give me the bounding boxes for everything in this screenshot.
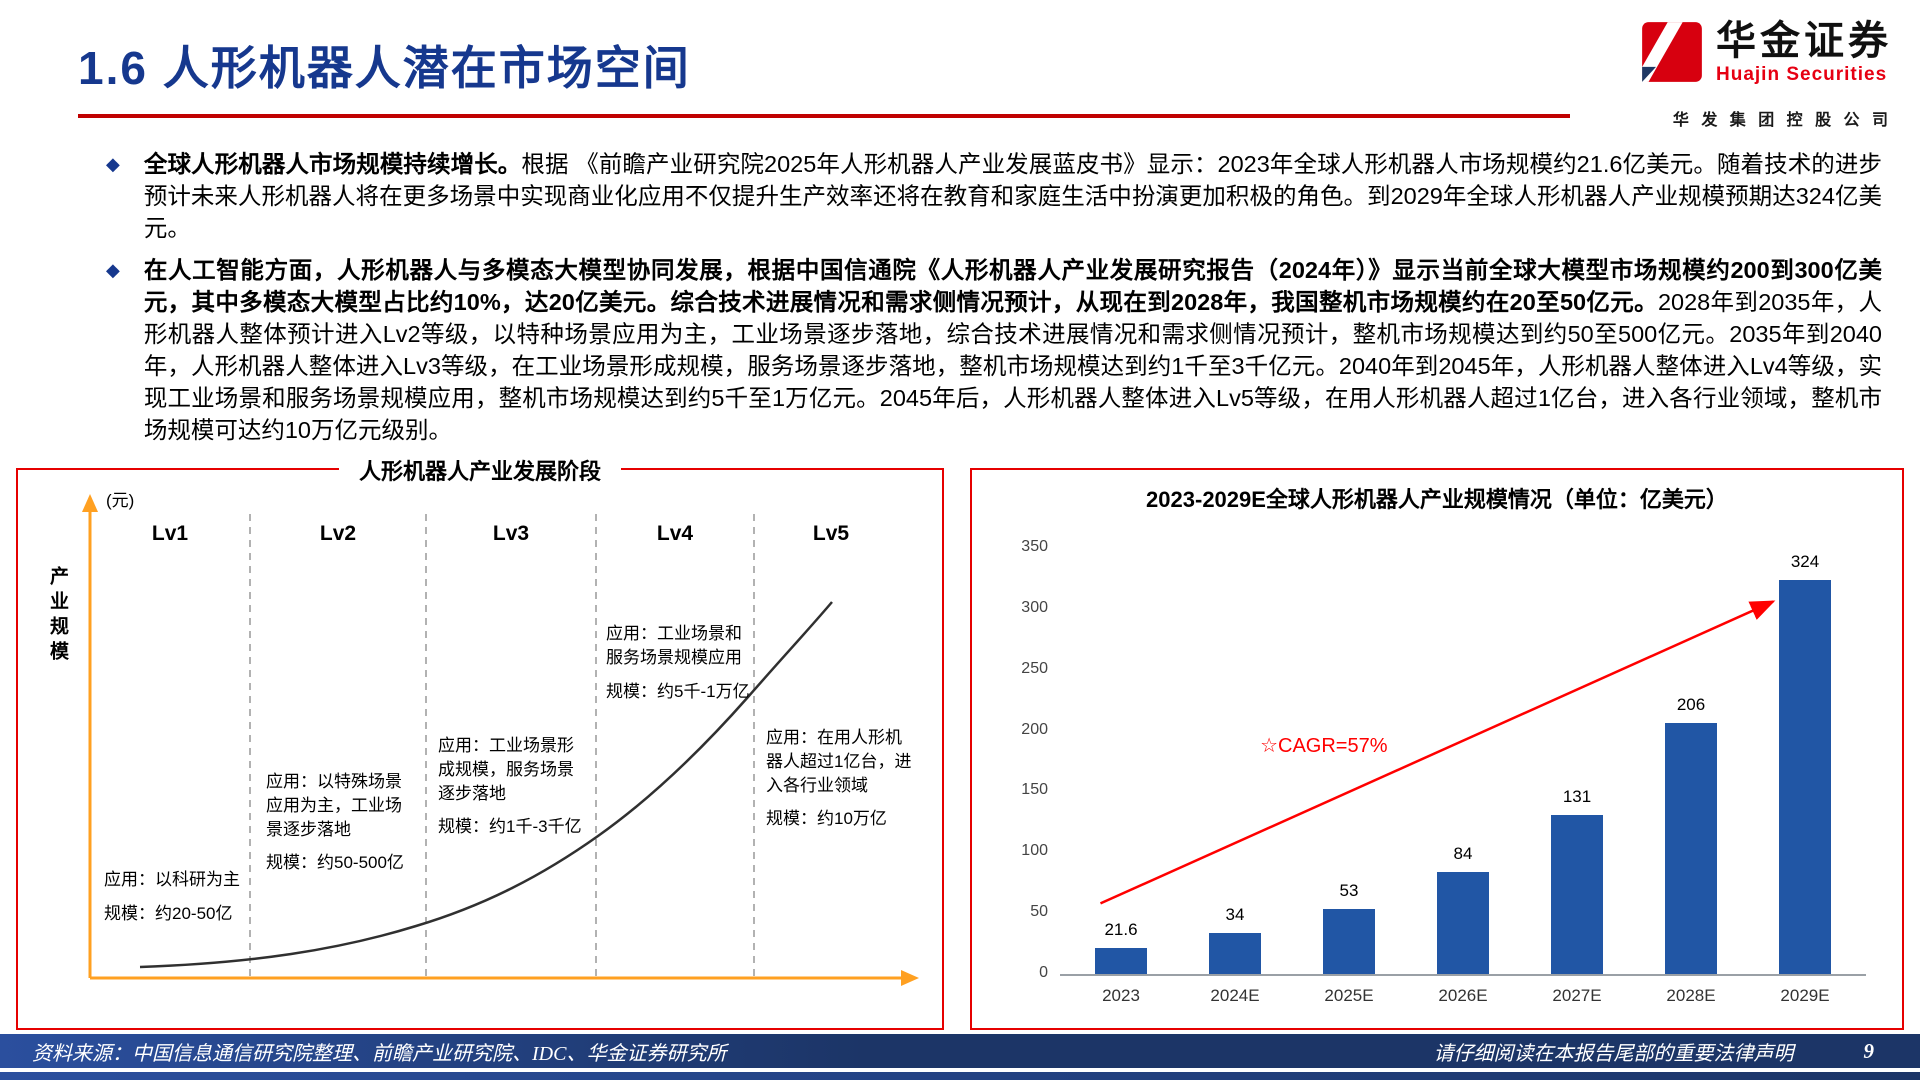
stage-level-label: Lv5 [812, 522, 850, 545]
bullet-item: ◆ 全球人形机器人市场规模持续增长。根据 《前瞻产业研究院2025年人形机器人产… [80, 148, 1882, 244]
charts-row: 人形机器人产业发展阶段 (元) 产业规模 Lv1 Lv2 Lv3 [16, 454, 1904, 1030]
bar-value-label: 53 [1339, 881, 1359, 901]
huajin-logo: 华金证券 Huajin Securities [1640, 20, 1892, 86]
stage-annotation-scale: 规模：约5千-1万亿 [606, 681, 750, 701]
stage-annotation-application: 应用：工业场景和服务场景规模应用 [606, 624, 742, 667]
stage-level-label: Lv3 [492, 522, 530, 545]
bullet-diamond-icon: ◆ [106, 260, 120, 280]
bar-value-label: 131 [1562, 786, 1592, 806]
bar [1437, 871, 1489, 974]
logo-subtitle: 华 发 集 团 控 股 公 司 [1672, 112, 1892, 129]
logo-name-en: Huajin Securities [1716, 64, 1888, 85]
x-axis-line [1060, 974, 1866, 976]
bullet-text: 在人工智能方面，人形机器人与多模态大模型协同发展，根据中国信通院《人形机器人产业… [144, 254, 1882, 446]
y-axis-tick: 350 [1021, 538, 1048, 555]
stage-annotation: 应用：以科研为主 规模：约20-50亿 [104, 868, 294, 926]
bar-value-label: 21.6 [1104, 919, 1138, 939]
y-axis-tick: 0 [1039, 964, 1048, 981]
stage-level-label: Lv4 [656, 522, 694, 545]
stage-annotation-scale: 规模：约1千-3千亿 [438, 817, 582, 837]
x-axis-label: 2029E [1780, 986, 1830, 1005]
stage-chart-title: 人形机器人产业发展阶段 [338, 454, 622, 486]
bar-value-label: 84 [1453, 843, 1473, 863]
bar [1665, 723, 1717, 974]
x-axis-label: 2026E [1438, 986, 1488, 1005]
page-number: 9 [1863, 1038, 1875, 1063]
legal-notice-text: 请仔细阅读在本报告尾部的重要法律声明 [1433, 1042, 1794, 1065]
cagr-label: ☆CAGR=57% [1260, 735, 1388, 757]
stage-chart-panel: 人形机器人产业发展阶段 (元) 产业规模 Lv1 Lv2 Lv3 [16, 454, 944, 1030]
y-axis-arrow-icon [82, 494, 98, 512]
bottom-strip [0, 1072, 1920, 1080]
bullet-diamond-icon: ◆ [106, 154, 120, 174]
stage-annotation-application: 应用：在用人形机器人超过1亿台，进入各行业领域 [766, 728, 912, 795]
bar-value-label: 34 [1225, 904, 1245, 924]
x-axis-label: 2025E [1324, 986, 1374, 1005]
bullet-item: ◆ 在人工智能方面，人形机器人与多模态大模型协同发展，根据中国信通院《人形机器人… [80, 254, 1882, 446]
logo-text: 华金证券 Huajin Securities [1716, 20, 1892, 86]
x-axis-arrow-icon [901, 970, 919, 986]
stage-annotation-application: 应用：工业场景形成规模，服务场景逐步落地 [438, 736, 574, 803]
bullet-text: 全球人形机器人市场规模持续增长。根据 《前瞻产业研究院2025年人形机器人产业发… [144, 148, 1882, 244]
bar-chart-title: 2023-2029E全球人形机器人产业规模情况（单位：亿美元） [1146, 487, 1728, 512]
bar [1209, 932, 1261, 974]
stage-annotation-application: 应用：以科研为主 [104, 870, 240, 889]
bullet-rest-text: 2028年到2035年，人形机器人整体预计进入Lv2等级，以特种场景应用为主，工… [143, 289, 1882, 443]
stage-level-label: Lv1 [151, 522, 189, 545]
stage-chart-plot: (元) 产业规模 Lv1 Lv2 Lv3 Lv4 Lv5 应用：以科研为主 规模… [18, 470, 942, 1028]
bar-chart-panel: 2023-2029E全球人形机器人产业规模情况（单位：亿美元） 0 50 100 15… [970, 468, 1904, 1030]
bar [1779, 579, 1831, 974]
title-underline [78, 114, 1570, 118]
x-axis-label: 2027E [1552, 986, 1602, 1005]
stage-annotation: 应用：工业场景形成规模，服务场景逐步落地 规模：约1千-3千亿 [438, 734, 590, 839]
stage-annotation-application: 应用：以特殊场景应用为主，工业场景逐步落地 [266, 772, 402, 839]
stage-annotation-scale: 规模：约10万亿 [766, 809, 887, 829]
y-axis-tick: 50 [1030, 903, 1048, 921]
y-axis-tick: 200 [1021, 720, 1048, 738]
page-title: 1.6 人形机器人潜在市场空间 [78, 42, 691, 94]
y-axis-unit: (元) [106, 491, 135, 510]
logo-name-cn: 华金证券 [1716, 19, 1892, 63]
bullet-bold-text: 在人工智能方面，人形机器人与多模态大模型协同发展，根据中国信通院《人形机器人产业… [143, 257, 1882, 315]
bar [1095, 947, 1147, 974]
x-axis-label: 2023 [1102, 986, 1140, 1005]
bar-value-label: 324 [1790, 551, 1820, 571]
bar-value-label: 206 [1676, 695, 1706, 715]
y-axis-tick: 250 [1021, 659, 1048, 677]
stage-annotation-scale: 规模：约50-500亿 [266, 853, 404, 873]
bullet-bold-text: 全球人形机器人市场规模持续增长。 [143, 151, 522, 177]
bar [1323, 909, 1375, 974]
summary-bullets: ◆ 全球人形机器人市场规模持续增长。根据 《前瞻产业研究院2025年人形机器人产… [80, 148, 1882, 456]
y-axis-title: 产业规模 [47, 566, 68, 666]
x-axis-label: 2024E [1210, 986, 1260, 1005]
source-text: 资料来源：中国信息通信研究院整理、前瞻产业研究院、IDC、华金证券研究所 [32, 1042, 727, 1065]
stage-annotation: 应用：工业场景和服务场景规模应用 规模：约5千-1万亿 [606, 622, 756, 703]
y-axis-tick: 150 [1021, 781, 1048, 799]
x-axis-label: 2028E [1666, 986, 1716, 1005]
stage-chart-canvas [82, 494, 919, 986]
stage-annotation-scale: 规模：约20-50亿 [104, 903, 233, 923]
stage-annotation: 应用：以特殊场景应用为主，工业场景逐步落地 规模：约50-500亿 [266, 770, 416, 875]
stage-level-label: Lv2 [319, 522, 357, 545]
stage-annotation: 应用：在用人形机器人超过1亿台，进入各行业领域 规模：约10万亿 [766, 726, 916, 831]
growth-curve [139, 601, 833, 969]
bullet-rest-text: 根据 《前瞻产业研究院2025年人形机器人产业发展蓝皮书》显示：2023年全球人… [143, 151, 1882, 241]
y-axis-tick: 300 [1021, 598, 1048, 616]
y-axis-tick: 100 [1021, 842, 1048, 860]
footer-bar: 资料来源：中国信息通信研究院整理、前瞻产业研究院、IDC、华金证券研究所 请仔细… [0, 1034, 1920, 1068]
cagr-trend-arrow [1099, 600, 1776, 905]
bar-chart-plot: 0 50 100 150 200 250 300 350 21.6 2023 34 2024E 53 20… [972, 522, 1902, 1028]
huajin-logo-icon [1642, 22, 1702, 82]
bar [1551, 814, 1603, 974]
